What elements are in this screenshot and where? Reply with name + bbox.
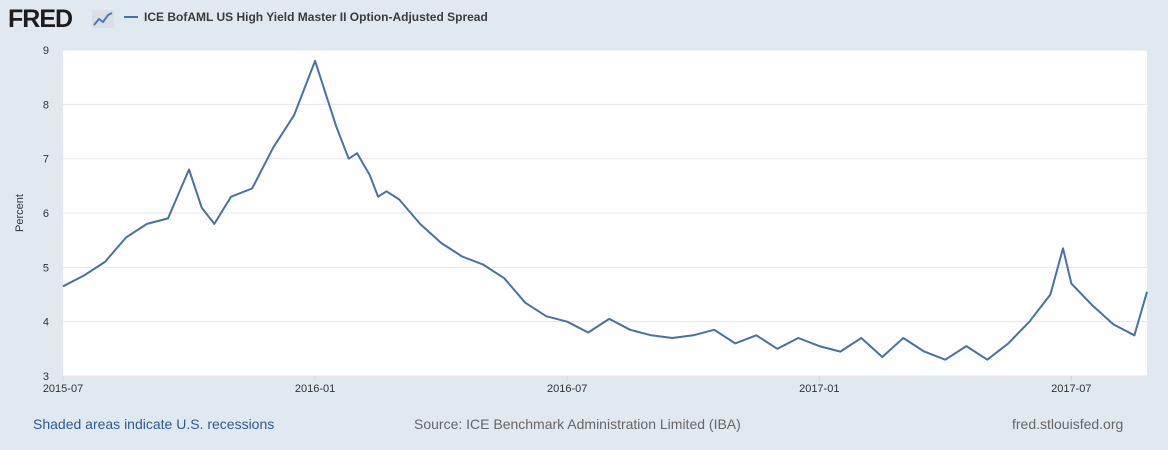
- chart-area: 3 4 5 6 7 8 9 Percent 2015-07 2016-01 2016-07 2017-…: [0, 40, 1168, 400]
- y-tick-label: 9: [43, 45, 49, 57]
- y-tick-label: 5: [43, 262, 49, 274]
- x-tick-label: 2017-07: [1051, 383, 1091, 395]
- y-tick-label: 3: [43, 371, 49, 383]
- fred-logo[interactable]: FRED: [8, 5, 73, 33]
- y-tick-label: 7: [43, 154, 49, 166]
- x-tick-label: 2016-07: [547, 383, 587, 395]
- recession-note-link[interactable]: Shaded areas indicate U.S. recessions: [33, 416, 275, 432]
- source-text: Source: ICE Benchmark Administration Lim…: [414, 416, 741, 432]
- legend-swatch: [124, 16, 138, 18]
- line-chart: 3 4 5 6 7 8 9 Percent 2015-07 2016-01 2016-07 2017-…: [14, 45, 1148, 395]
- y-tick-label: 6: [43, 208, 49, 220]
- x-tick-label: 2015-07: [43, 383, 83, 395]
- y-axis-title: Percent: [14, 194, 26, 232]
- site-link[interactable]: fred.stlouisfed.org: [1012, 416, 1124, 432]
- y-tick-label: 4: [43, 317, 49, 329]
- chart-footer: Shaded areas indicate U.S. recessions So…: [0, 416, 1168, 438]
- y-tick-label: 8: [43, 99, 49, 111]
- line-chart-icon: [92, 10, 114, 28]
- legend-series-name: ICE BofAML US High Yield Master II Optio…: [144, 10, 488, 24]
- x-tick-label: 2016-01: [295, 383, 335, 395]
- chart-header: FRED ICE BofAML US High Yield Master II …: [0, 0, 1168, 40]
- series-line: [62, 59, 1148, 361]
- x-tick-label: 2017-01: [799, 383, 839, 395]
- chart-legend: ICE BofAML US High Yield Master II Optio…: [124, 10, 488, 24]
